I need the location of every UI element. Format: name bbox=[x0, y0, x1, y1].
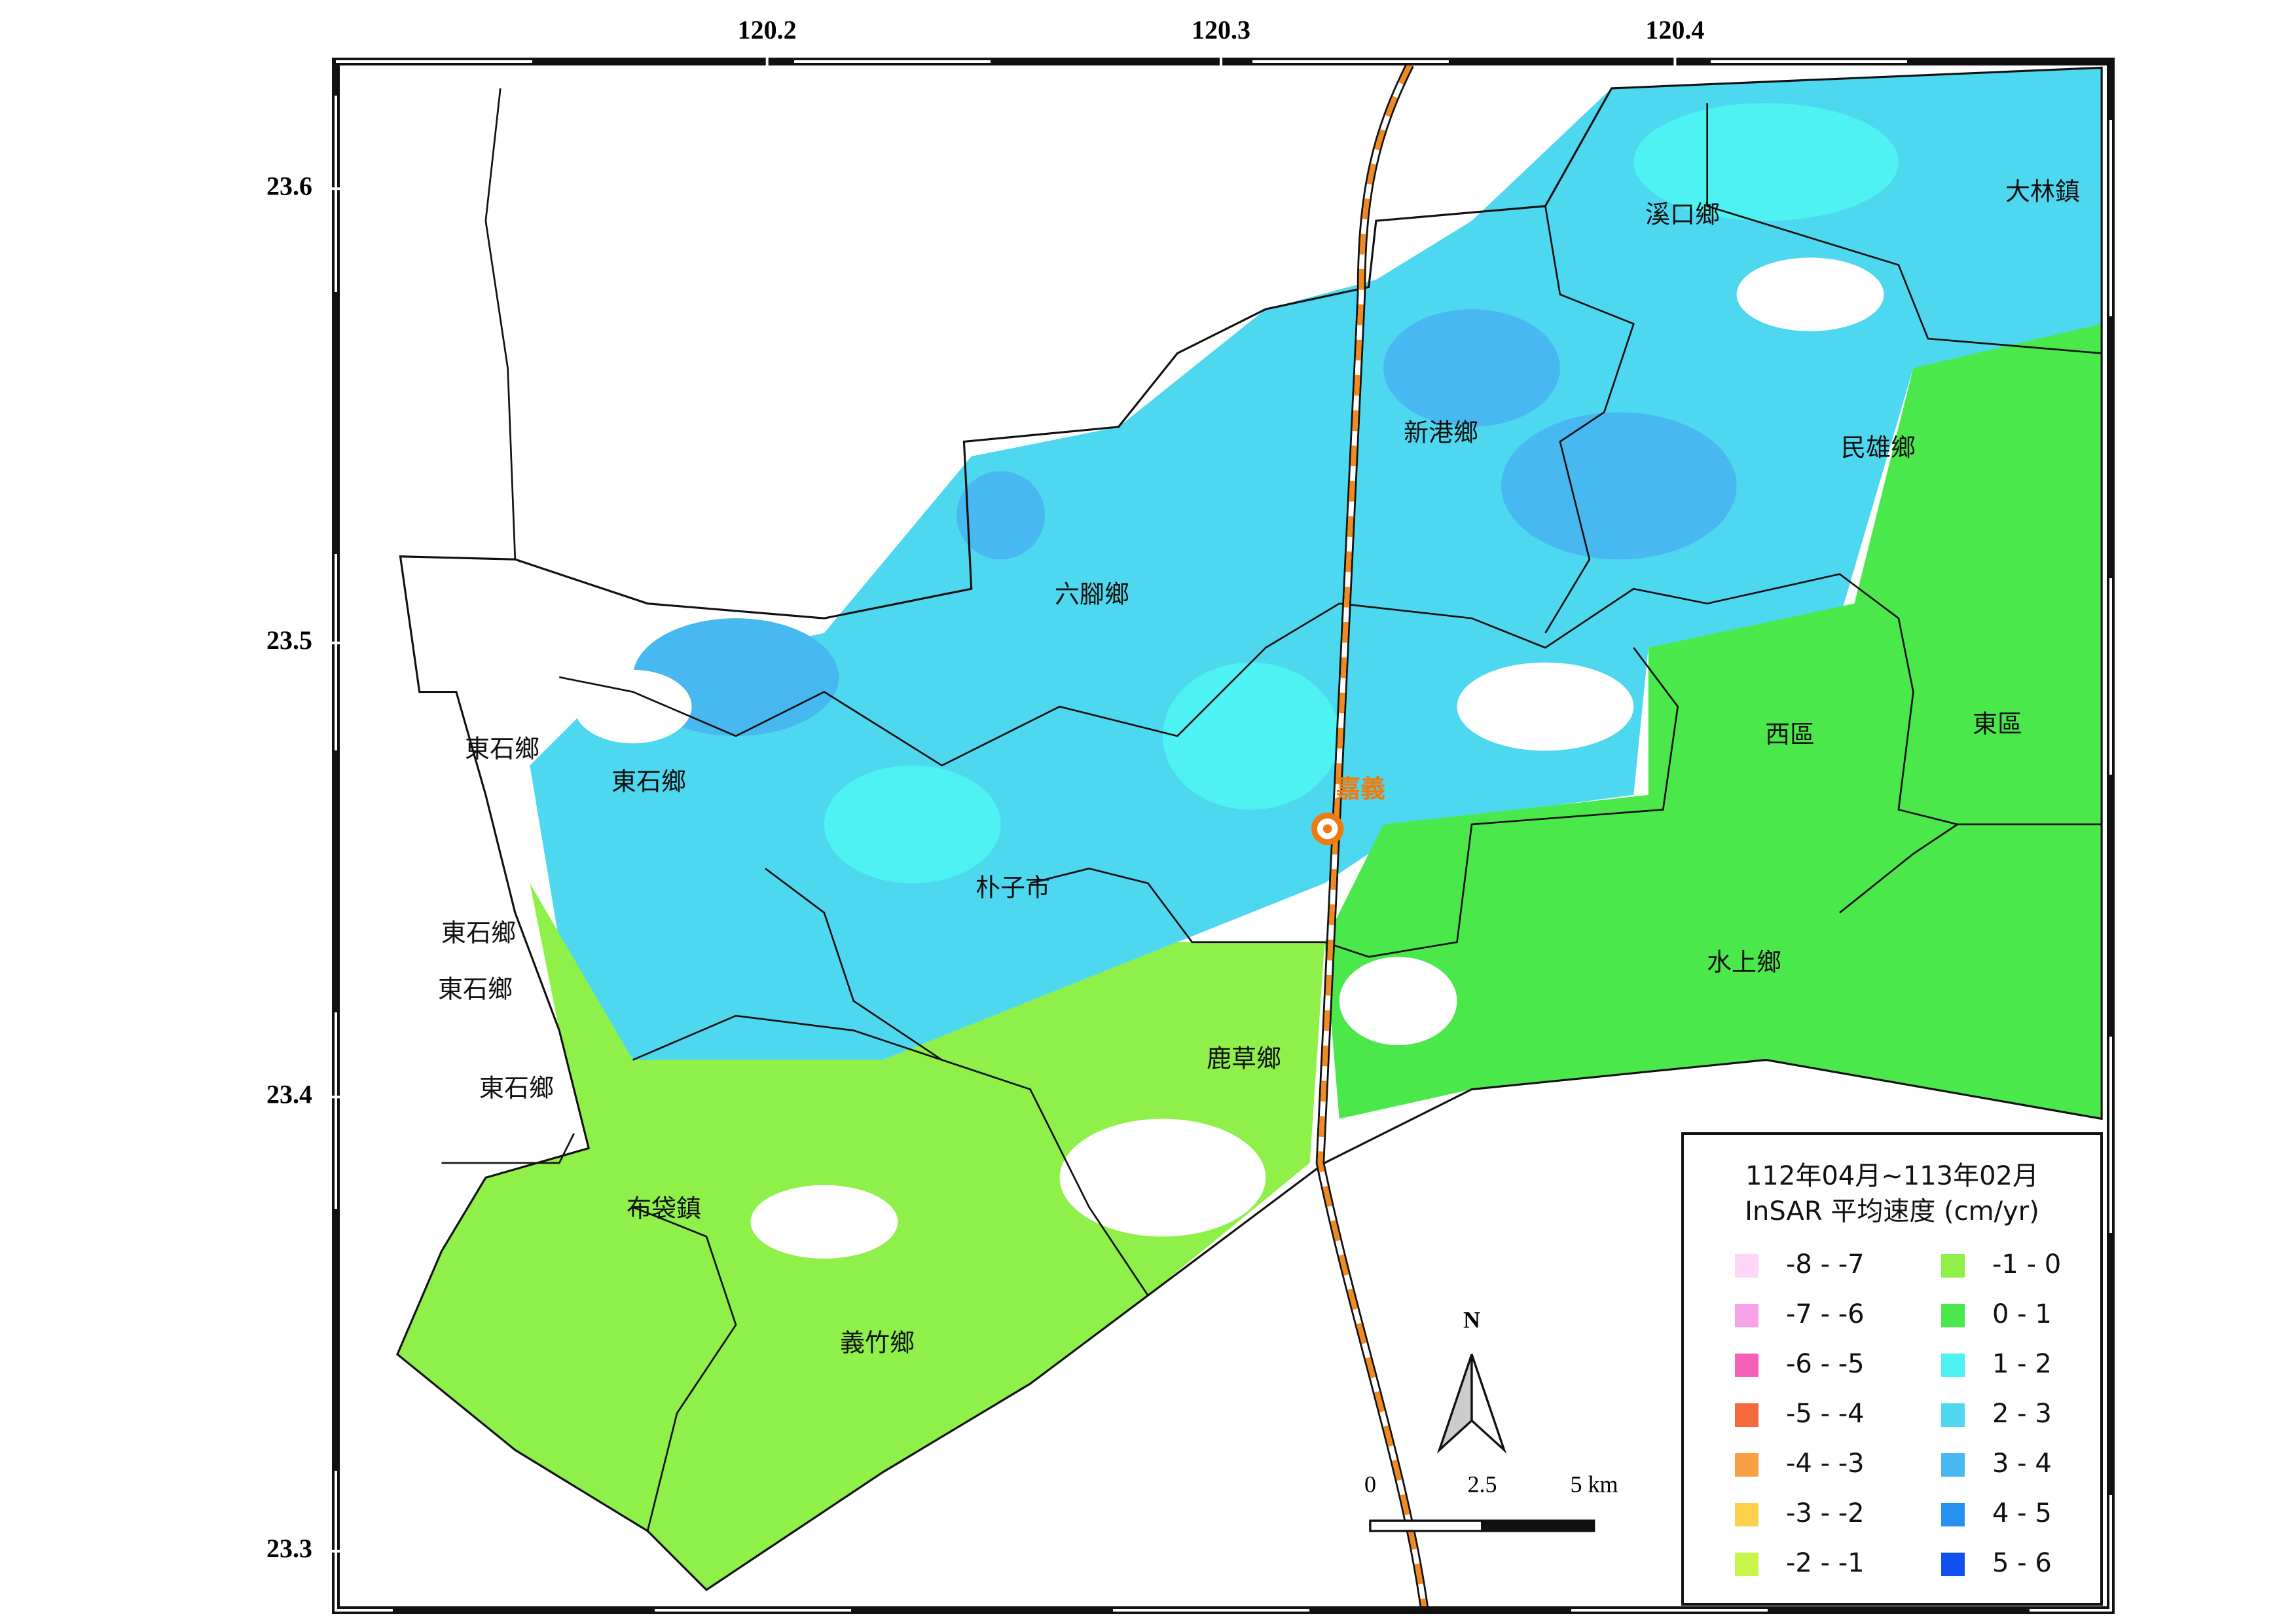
no-data bbox=[1339, 957, 1457, 1046]
map-frame bbox=[335, 60, 2112, 1612]
legend-swatch bbox=[1735, 1354, 1758, 1377]
county-outline bbox=[396, 66, 2103, 1591]
place-label: 東石鄉 bbox=[611, 767, 686, 796]
velocity-area bbox=[1633, 103, 1899, 221]
north-arrow bbox=[1436, 1354, 1473, 1454]
place-label: 東區 bbox=[1973, 710, 2022, 739]
legend-swatch bbox=[1941, 1403, 1965, 1427]
velocity-area bbox=[1383, 309, 1560, 427]
legend-label: -1 - 0 bbox=[1992, 1249, 2061, 1280]
district-boundary bbox=[1839, 823, 1958, 913]
legend-swatch bbox=[1941, 1503, 1965, 1526]
scale-label: 2.5 bbox=[1468, 1471, 1497, 1497]
legend-label: 1 - 2 bbox=[1992, 1349, 2052, 1379]
legend-label: -4 - -3 bbox=[1786, 1449, 1865, 1479]
legend-label: -3 - -2 bbox=[1786, 1498, 1865, 1528]
legend-label: 2 - 3 bbox=[1992, 1399, 2052, 1429]
legend-label: -8 - -7 bbox=[1786, 1249, 1865, 1280]
x-tick-label: 120.4 bbox=[1645, 15, 1704, 45]
map-layer bbox=[396, 62, 2103, 1612]
legend-label: -7 - -6 bbox=[1786, 1299, 1865, 1329]
scale-label: 0 bbox=[1364, 1471, 1376, 1497]
y-tick-label: 23.4 bbox=[266, 1079, 312, 1109]
district-boundary bbox=[1706, 103, 2102, 354]
y-tick-label: 23.3 bbox=[266, 1534, 312, 1563]
legend-title: 112年04月~113年02月 bbox=[1745, 1161, 2039, 1191]
velocity-area bbox=[1501, 412, 1737, 560]
no-data bbox=[750, 1185, 898, 1259]
velocity-area bbox=[1162, 662, 1339, 810]
coastline bbox=[484, 88, 517, 560]
x-tick-label: 120.3 bbox=[1192, 15, 1250, 45]
legend-label: -6 - -5 bbox=[1786, 1349, 1865, 1379]
scale-bar bbox=[1369, 1519, 1484, 1532]
station-label: 嘉義 bbox=[1336, 775, 1385, 803]
district-boundary bbox=[765, 868, 943, 1061]
place-label: 大林鎮 bbox=[2005, 177, 2080, 206]
place-label: 水上鄉 bbox=[1707, 948, 1781, 977]
no-data bbox=[574, 669, 692, 744]
legend-swatch bbox=[1735, 1553, 1758, 1576]
place-label: 布袋鎮 bbox=[627, 1194, 701, 1223]
district-boundary bbox=[1030, 647, 1679, 958]
scale-label: 5 km bbox=[1570, 1471, 1618, 1497]
velocity-area bbox=[957, 471, 1046, 560]
district-boundary bbox=[558, 573, 2102, 826]
district-boundary bbox=[1544, 206, 1635, 634]
place-label: 六腳鄉 bbox=[1055, 580, 1129, 609]
scale-bar bbox=[1481, 1519, 1595, 1532]
place-label: 義竹鄉 bbox=[840, 1329, 915, 1357]
legend-swatch bbox=[1941, 1354, 1965, 1377]
place-label: 溪口鄉 bbox=[1645, 200, 1720, 229]
legend-label: -5 - -4 bbox=[1786, 1399, 1865, 1429]
legend-swatch bbox=[1941, 1553, 1965, 1576]
no-data bbox=[1736, 257, 1884, 331]
y-tick-label: 23.5 bbox=[266, 625, 312, 655]
legend-swatch bbox=[1735, 1503, 1758, 1526]
place-label: 東石鄉 bbox=[479, 1074, 554, 1103]
place-label: 民雄鄉 bbox=[1841, 434, 1916, 462]
place-label: 西區 bbox=[1765, 720, 1815, 749]
legend-swatch bbox=[1735, 1304, 1758, 1327]
north-arrow bbox=[1470, 1354, 1507, 1454]
legend-swatch bbox=[1735, 1453, 1758, 1477]
x-tick-label: 120.2 bbox=[738, 15, 797, 45]
legend-swatch bbox=[1941, 1304, 1965, 1327]
legend-label: -2 - -1 bbox=[1786, 1548, 1865, 1578]
y-tick-label: 23.6 bbox=[266, 171, 312, 200]
place-label: 鹿草鄉 bbox=[1207, 1044, 1281, 1073]
velocity-area bbox=[824, 765, 1001, 883]
velocity-area bbox=[1324, 323, 2102, 1119]
legend-label: 3 - 4 bbox=[1992, 1449, 2052, 1479]
no-data bbox=[1457, 662, 1634, 751]
legend-label: 0 - 1 bbox=[1992, 1299, 2052, 1329]
legend-label: 4 - 5 bbox=[1992, 1498, 2052, 1528]
legend-title: InSAR 平均速度 (cm/yr) bbox=[1745, 1196, 2039, 1227]
place-label: 東石鄉 bbox=[441, 919, 516, 948]
legend-swatch bbox=[1735, 1403, 1758, 1427]
place-label: 東石鄉 bbox=[438, 975, 513, 1004]
place-label: 東石鄉 bbox=[465, 735, 539, 764]
legend-label: 5 - 6 bbox=[1992, 1548, 2052, 1578]
north-label: N bbox=[1463, 1306, 1480, 1333]
coastline bbox=[441, 1133, 575, 1164]
no-data bbox=[1059, 1118, 1266, 1237]
station-marker bbox=[1322, 824, 1332, 834]
railway bbox=[1317, 64, 1427, 1611]
place-label: 朴子市 bbox=[975, 874, 1050, 902]
legend-swatch bbox=[1735, 1254, 1758, 1278]
legend-swatch bbox=[1941, 1453, 1965, 1477]
place-label: 新港鄉 bbox=[1404, 418, 1478, 447]
district-boundary bbox=[632, 1206, 737, 1532]
legend-swatch bbox=[1941, 1254, 1965, 1278]
